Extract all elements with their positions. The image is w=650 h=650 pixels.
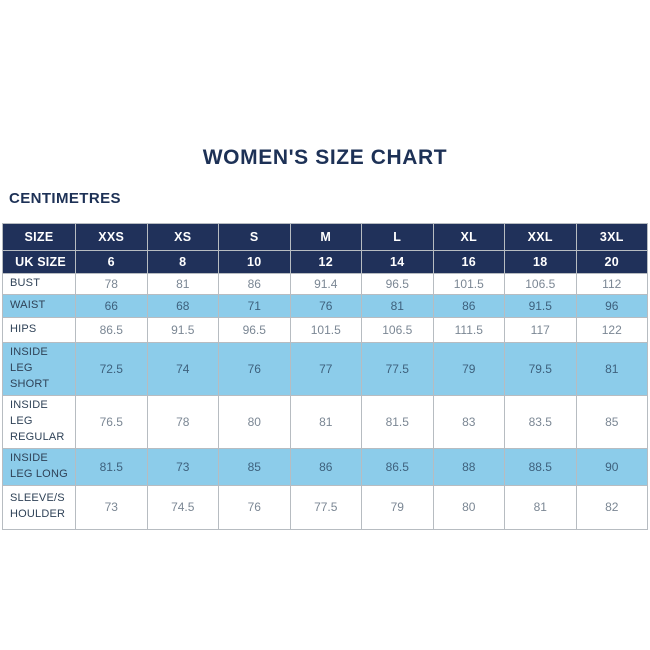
value-cell: 86	[218, 273, 291, 296]
value-cell: 80	[432, 484, 505, 530]
value-cell: 88.5	[504, 447, 577, 486]
uk-size-row: UK SIZE 6 8 10 12 14 16 18 20	[2, 250, 648, 275]
value-cell: 81.5	[361, 395, 434, 449]
column-header-cell: XXS	[75, 223, 148, 252]
value-cell: 91.4	[289, 273, 362, 296]
value-cell: 91.5	[504, 294, 577, 319]
value-cell: 76	[218, 484, 291, 530]
value-cell: 106.5	[361, 317, 434, 344]
table-row: INSIDE LEG LONG 81.5 73 85 86 86.5 88 88…	[2, 447, 648, 486]
value-cell: 82	[575, 484, 648, 530]
value-cell: 86.5	[361, 447, 434, 486]
column-header-cell: M	[289, 223, 362, 252]
row-label: BUST	[2, 273, 76, 296]
value-cell: 68	[146, 294, 219, 319]
value-cell: 73	[75, 484, 148, 530]
value-cell: 81	[504, 484, 577, 530]
row-label: INSIDE LEG SHORT	[2, 342, 76, 397]
column-header-cell: S	[218, 223, 291, 252]
value-cell: 10	[218, 250, 291, 275]
value-cell: 16	[432, 250, 505, 275]
column-header-cell: L	[361, 223, 434, 252]
value-cell: 80	[218, 395, 291, 449]
value-cell: 86	[432, 294, 505, 319]
column-header-cell: 3XL	[575, 223, 648, 252]
column-header-cell: SIZE	[2, 223, 76, 252]
header-row: SIZE XXS XS S M L XL XXL 3XL	[2, 223, 648, 252]
value-cell: 85	[218, 447, 291, 486]
value-cell: 72.5	[75, 342, 148, 397]
value-cell: 76	[289, 294, 362, 319]
value-cell: 96	[575, 294, 648, 319]
column-header-cell: XXL	[504, 223, 577, 252]
value-cell: 77	[289, 342, 362, 397]
column-header-cell: XL	[432, 223, 505, 252]
value-cell: 77.5	[289, 484, 362, 530]
value-cell: 112	[575, 273, 648, 296]
value-cell: 76.5	[75, 395, 148, 449]
value-cell: 78	[75, 273, 148, 296]
value-cell: 91.5	[146, 317, 219, 344]
value-cell: 76	[218, 342, 291, 397]
row-label: INSIDE LEG LONG	[2, 447, 76, 486]
value-cell: 71	[218, 294, 291, 319]
table-row: BUST 78 81 86 91.4 96.5 101.5 106.5 112	[2, 273, 648, 296]
row-label: HIPS	[2, 317, 76, 344]
value-cell: 8	[146, 250, 219, 275]
value-cell: 66	[75, 294, 148, 319]
value-cell: 81	[361, 294, 434, 319]
value-cell: 86.5	[75, 317, 148, 344]
value-cell: 81	[575, 342, 648, 397]
value-cell: 101.5	[432, 273, 505, 296]
value-cell: 96.5	[361, 273, 434, 296]
value-cell: 83	[432, 395, 505, 449]
value-cell: 83.5	[504, 395, 577, 449]
table-row: HIPS 86.5 91.5 96.5 101.5 106.5 111.5 11…	[2, 317, 648, 344]
value-cell: 117	[504, 317, 577, 344]
table-row: INSIDE LEG SHORT 72.5 74 76 77 77.5 79 7…	[2, 342, 648, 397]
value-cell: 74	[146, 342, 219, 397]
row-label: WAIST	[2, 294, 76, 319]
table-row: INSIDE LEG REGULAR 76.5 78 80 81 81.5 83…	[2, 395, 648, 449]
value-cell: 74.5	[146, 484, 219, 530]
value-cell: 6	[75, 250, 148, 275]
value-cell: 18	[504, 250, 577, 275]
value-cell: 81	[146, 273, 219, 296]
page-title: WOMEN'S SIZE CHART	[202, 146, 448, 169]
size-chart-table: SIZE XXS XS S M L XL XXL 3XL UK SIZE 6 8…	[2, 223, 648, 530]
table-row: WAIST 66 68 71 76 81 86 91.5 96	[2, 294, 648, 319]
value-cell: 20	[575, 250, 648, 275]
value-cell: 81.5	[75, 447, 148, 486]
value-cell: 79.5	[504, 342, 577, 397]
value-cell: 122	[575, 317, 648, 344]
value-cell: 86	[289, 447, 362, 486]
value-cell: 111.5	[432, 317, 505, 344]
table-row: SLEEVE/SHOULDER 73 74.5 76 77.5 79 80 81…	[2, 484, 648, 530]
value-cell: 14	[361, 250, 434, 275]
value-cell: 85	[575, 395, 648, 449]
value-cell: 79	[361, 484, 434, 530]
row-label: SLEEVE/SHOULDER	[2, 484, 76, 530]
value-cell: 88	[432, 447, 505, 486]
value-cell: 79	[432, 342, 505, 397]
value-cell: 101.5	[289, 317, 362, 344]
value-cell: 77.5	[361, 342, 434, 397]
value-cell: 73	[146, 447, 219, 486]
value-cell: 106.5	[504, 273, 577, 296]
row-label: INSIDE LEG REGULAR	[2, 395, 76, 449]
value-cell: 12	[289, 250, 362, 275]
row-label: UK SIZE	[2, 250, 76, 275]
value-cell: 96.5	[218, 317, 291, 344]
unit-label: CENTIMETRES	[9, 190, 121, 208]
value-cell: 90	[575, 447, 648, 486]
value-cell: 81	[289, 395, 362, 449]
column-header-cell: XS	[146, 223, 219, 252]
value-cell: 78	[146, 395, 219, 449]
